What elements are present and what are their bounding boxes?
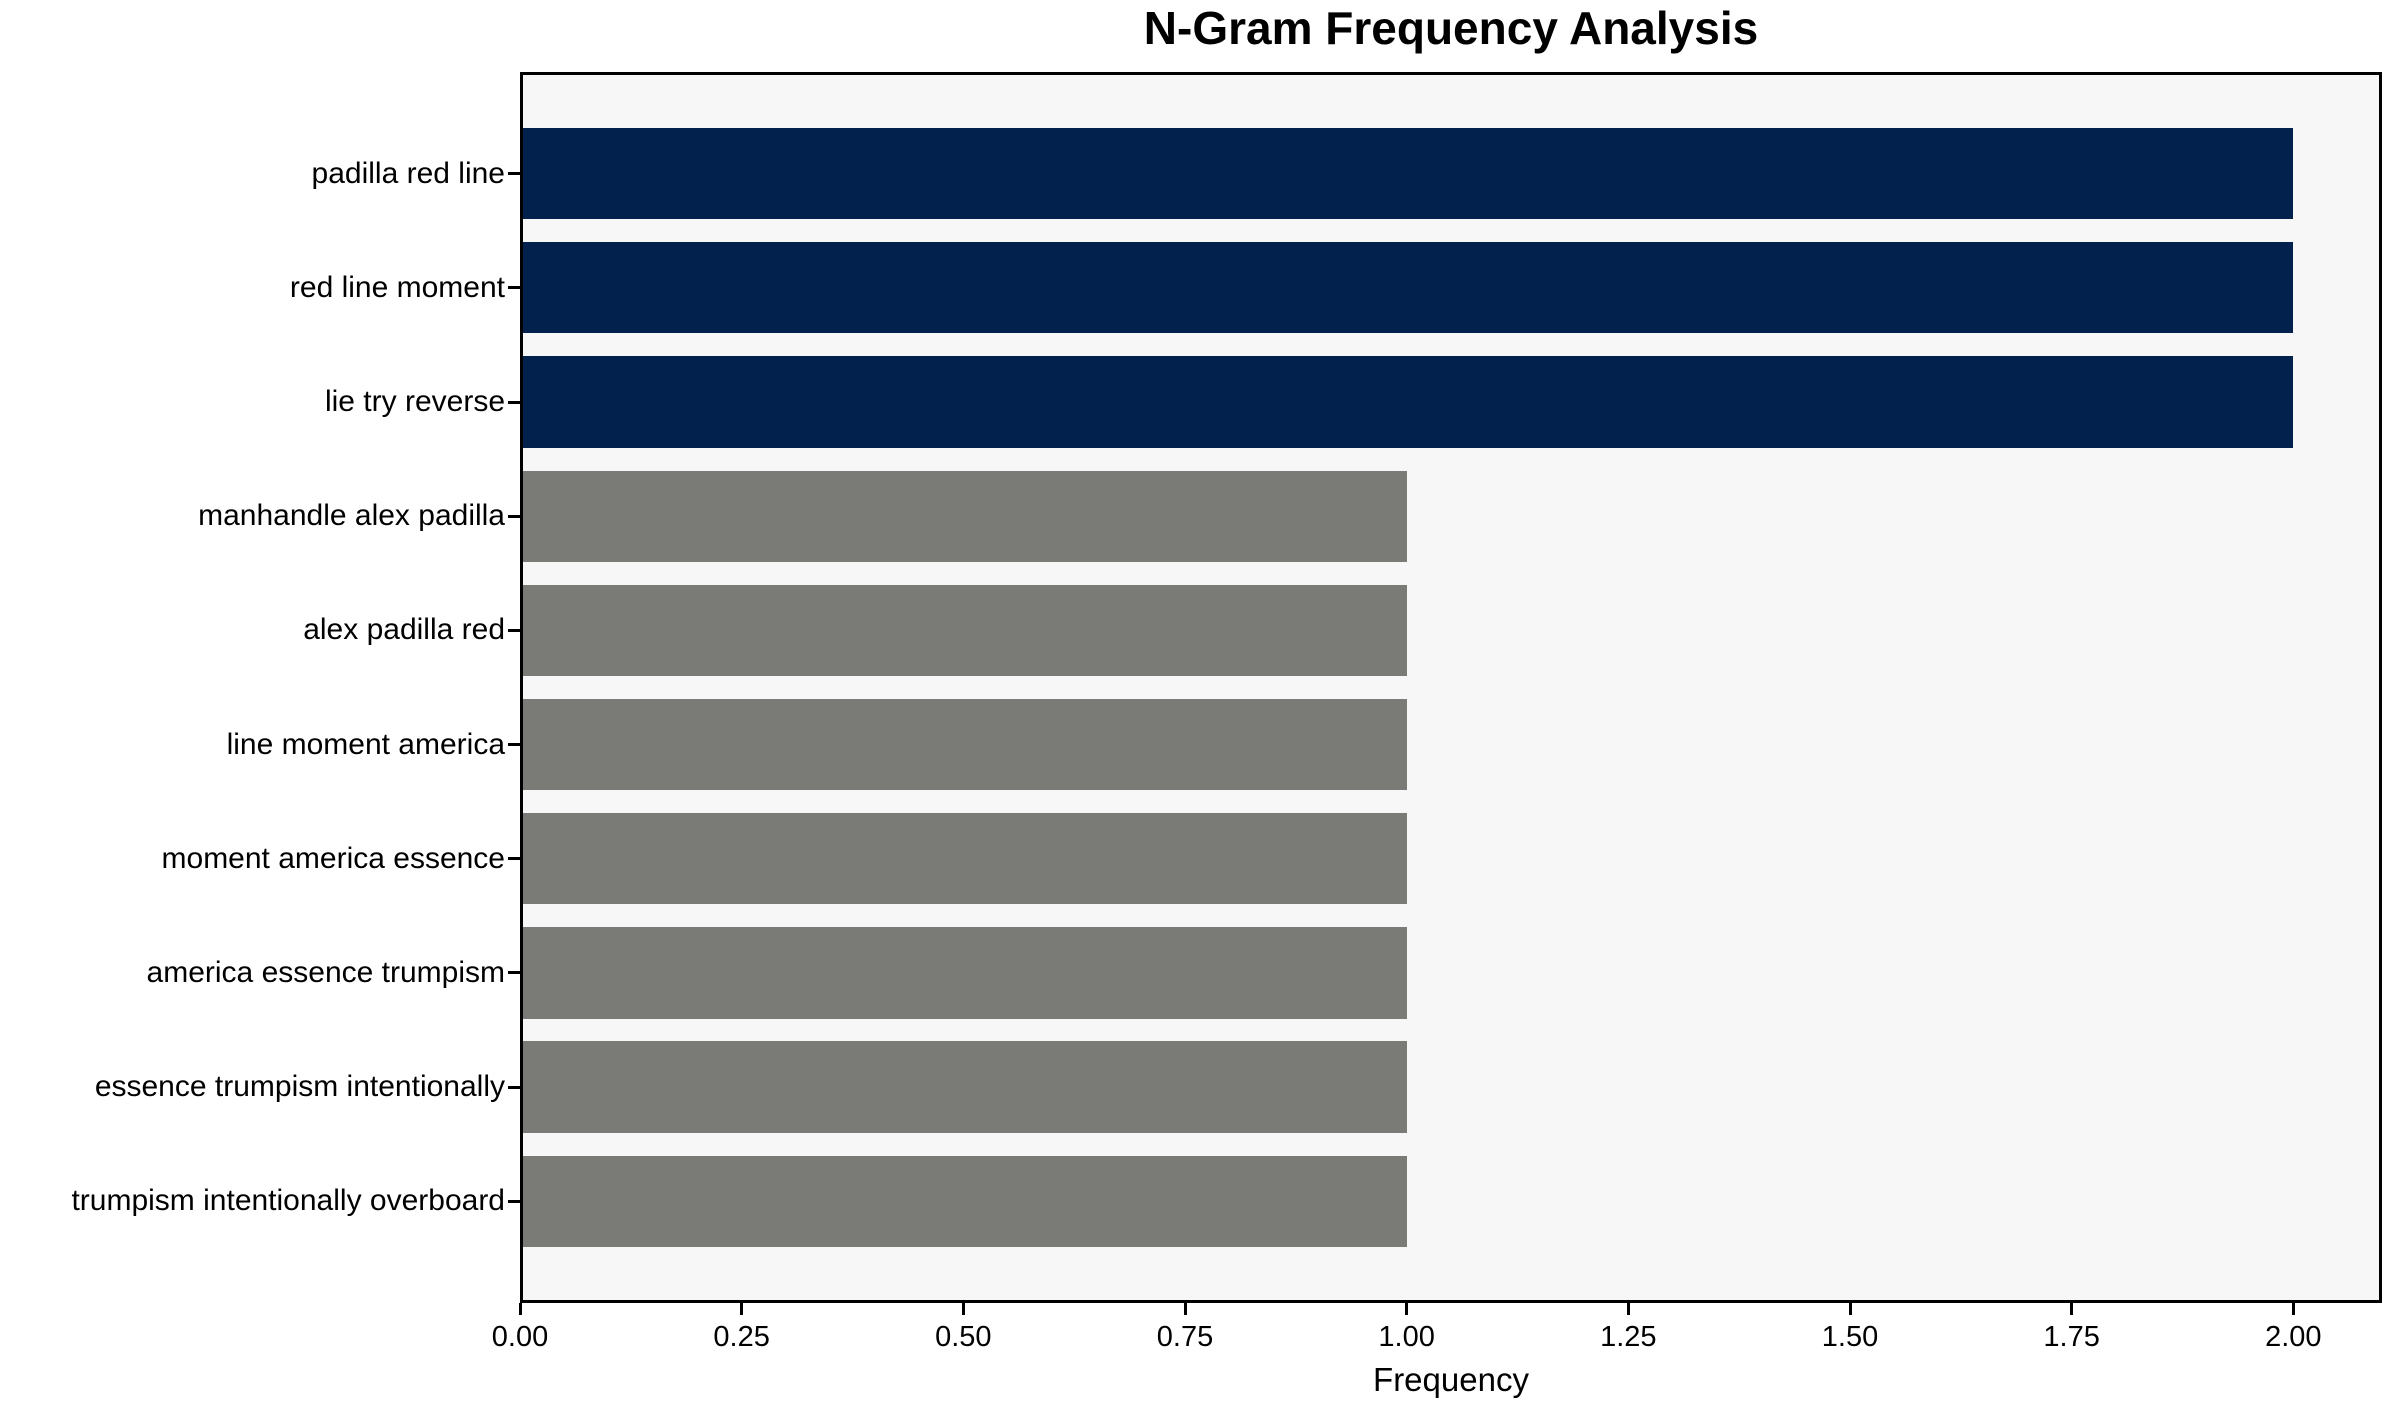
y-tick-mark bbox=[508, 857, 520, 861]
y-tick-mark bbox=[508, 743, 520, 747]
x-tick-mark bbox=[518, 1303, 522, 1315]
y-tick-label: manhandle alex padilla bbox=[198, 499, 505, 533]
y-tick-mark bbox=[508, 400, 520, 404]
y-tick-mark bbox=[508, 1199, 520, 1203]
plot-area bbox=[520, 72, 2382, 1303]
y-tick-label: moment america essence bbox=[161, 841, 505, 875]
x-tick-mark bbox=[1626, 1303, 1630, 1315]
x-tick-mark bbox=[961, 1303, 965, 1315]
x-tick-mark bbox=[2291, 1303, 2295, 1315]
y-tick-label: padilla red line bbox=[311, 156, 505, 190]
x-tick-mark bbox=[1183, 1303, 1187, 1315]
x-tick-mark bbox=[740, 1303, 744, 1315]
x-tick-mark bbox=[1848, 1303, 1852, 1315]
y-tick-label: red line moment bbox=[289, 270, 505, 304]
x-tick-label: 0.25 bbox=[713, 1321, 770, 1353]
chart-title: N-Gram Frequency Analysis bbox=[1143, 2, 1759, 54]
bar bbox=[520, 813, 1407, 905]
y-tick-label: lie try reverse bbox=[324, 385, 505, 419]
y-tick-mark bbox=[508, 628, 520, 632]
y-tick-label: line moment america bbox=[226, 727, 505, 761]
bar bbox=[520, 584, 1407, 677]
y-tick-mark bbox=[508, 172, 520, 176]
y-tick-mark bbox=[508, 514, 520, 518]
x-tick-label: 1.75 bbox=[2043, 1321, 2100, 1353]
x-tick-label: 1.00 bbox=[1378, 1321, 1435, 1353]
y-tick-mark bbox=[508, 286, 520, 290]
x-tick-label: 0.50 bbox=[935, 1321, 992, 1353]
y-tick-mark bbox=[508, 1085, 520, 1089]
bar bbox=[520, 242, 2294, 334]
x-tick-label: 1.25 bbox=[1600, 1321, 1657, 1353]
bar bbox=[520, 1041, 1407, 1133]
x-tick-label: 1.50 bbox=[1821, 1321, 1879, 1353]
x-tick-label: 0.75 bbox=[1156, 1321, 1214, 1353]
x-tick-mark bbox=[1405, 1303, 1409, 1315]
x-axis-label: Frequency bbox=[1373, 1361, 1529, 1398]
x-tick-mark bbox=[2070, 1303, 2074, 1315]
bar bbox=[520, 127, 2294, 220]
bar bbox=[520, 356, 2294, 448]
bar bbox=[520, 698, 1407, 791]
y-tick-mark bbox=[508, 971, 520, 975]
bar bbox=[520, 1155, 1407, 1248]
x-tick-label: 2.00 bbox=[2265, 1321, 2322, 1353]
y-tick-label: america essence trumpism bbox=[146, 955, 505, 989]
x-tick-label: 0.00 bbox=[491, 1321, 549, 1353]
y-tick-label: essence trumpism intentionally bbox=[94, 1070, 505, 1104]
bar bbox=[520, 927, 1407, 1019]
bar bbox=[520, 470, 1407, 562]
y-tick-label: alex padilla red bbox=[303, 613, 505, 647]
y-tick-label: trumpism intentionally overboard bbox=[71, 1184, 505, 1218]
